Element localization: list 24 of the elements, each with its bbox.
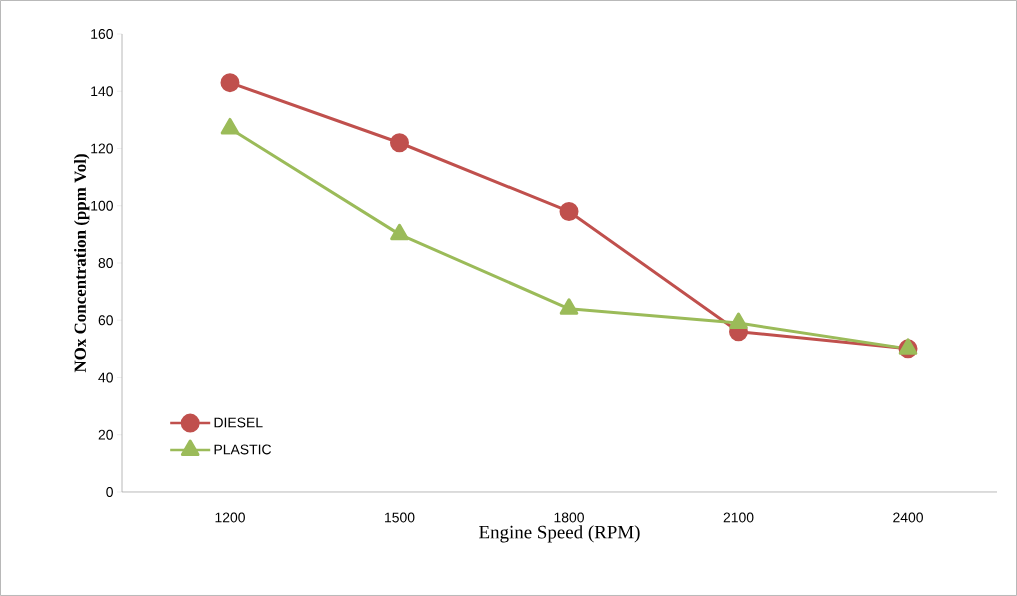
x-axis-title: Engine Speed (RPM) xyxy=(479,525,640,543)
y-tick-label: 60 xyxy=(98,315,113,326)
point xyxy=(559,298,579,315)
y-tick-label: 80 xyxy=(98,258,113,268)
y-tick-label: 120 xyxy=(91,143,113,154)
y-axis-title: NOx Concentration (ppm Vol) xyxy=(74,154,90,373)
x-tick-label: 2100 xyxy=(723,512,754,523)
y-tick-label: 0 xyxy=(106,487,113,497)
x-tick-label: 2400 xyxy=(893,512,923,523)
point xyxy=(390,223,409,241)
legend-label: DIESEL xyxy=(214,417,263,428)
y-tick-label: 20 xyxy=(98,429,113,440)
y-tick-label: 140 xyxy=(91,86,113,97)
point xyxy=(389,133,409,153)
y-tick-label: 100 xyxy=(91,200,113,211)
point xyxy=(729,312,748,330)
x-tick-label: 1500 xyxy=(385,512,415,523)
x-tick-label: 1200 xyxy=(215,512,245,523)
y-tick-label: 40 xyxy=(98,372,113,383)
x-tick-label: 1800 xyxy=(554,512,584,523)
y-tick-label: 160 xyxy=(91,29,113,39)
point xyxy=(220,73,240,93)
point xyxy=(559,201,579,221)
legend-label: PLASTIC xyxy=(214,444,272,455)
